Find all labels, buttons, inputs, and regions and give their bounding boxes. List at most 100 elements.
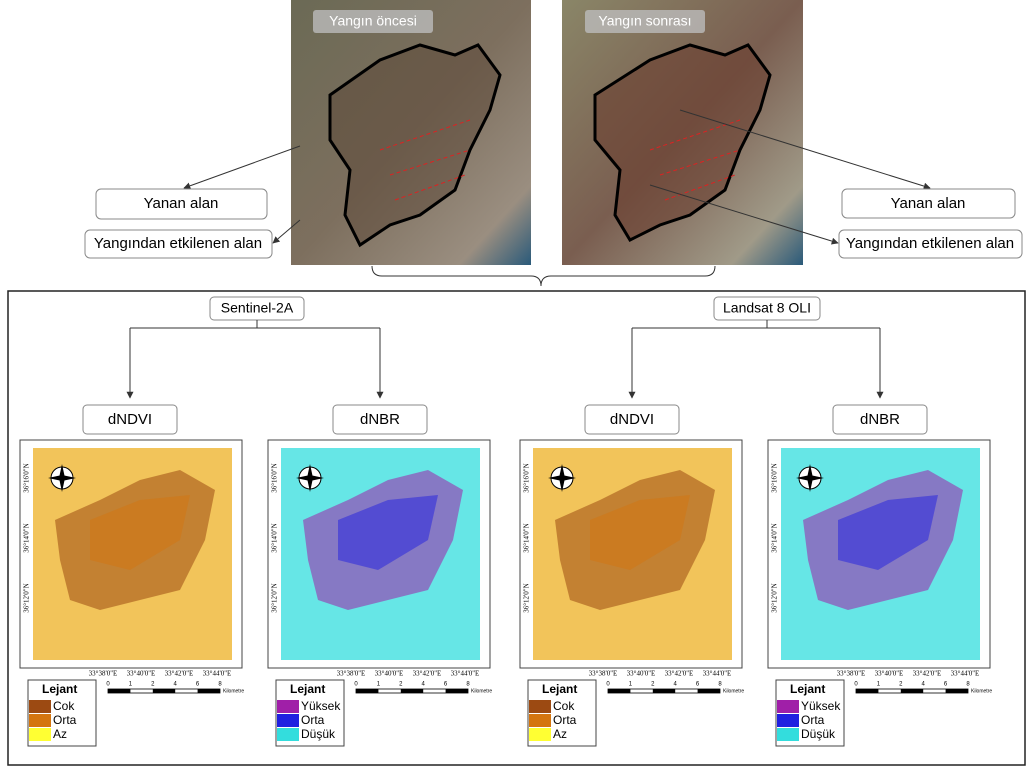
scale-label: 2 [399, 682, 403, 688]
source-label: Sentinel-2A [221, 300, 294, 316]
legend-swatch [29, 700, 51, 713]
scale-seg [108, 689, 130, 693]
scale-seg [153, 689, 175, 693]
scale-label: 6 [196, 682, 200, 688]
method-label: dNBR [860, 411, 900, 428]
legend-swatch [529, 728, 551, 741]
scale-seg [946, 689, 968, 693]
scale-label: 6 [944, 682, 948, 688]
method-label: dNDVI [108, 411, 152, 428]
scale-seg [401, 689, 423, 693]
lat-label: 36°12'0"N [771, 583, 779, 612]
scale-label: 0 [354, 682, 358, 688]
scale-unit: Kilometre [723, 688, 744, 694]
scale-label: 8 [466, 682, 470, 688]
lon-label: 33°38'0"E [589, 670, 618, 678]
method-label: dNBR [360, 411, 400, 428]
scale-unit: Kilometre [471, 688, 492, 694]
legend-label: Cok [553, 699, 575, 713]
scale-label: 8 [966, 682, 970, 688]
method-label: dNDVI [610, 411, 654, 428]
legend-label: Cok [53, 699, 75, 713]
lon-label: 33°40'0"E [127, 670, 156, 678]
legend-label: Az [553, 727, 567, 741]
scale-seg [698, 689, 720, 693]
lon-label: 33°44'0"E [703, 670, 732, 678]
connector [130, 320, 380, 328]
legend-title: Lejant [542, 682, 577, 696]
scale-seg [356, 689, 378, 693]
lat-label: 36°12'0"N [523, 583, 531, 612]
legend-swatch [777, 728, 799, 741]
lower-panel: Sentinel-2A dNDVI 36°16'0"N 36°14'0"N 36°12'… [20, 297, 992, 746]
lon-label: 33°42'0"E [913, 670, 942, 678]
brace [372, 266, 715, 286]
lon-label: 33°42'0"E [165, 670, 194, 678]
legend-swatch [277, 728, 299, 741]
scale-label: 1 [877, 682, 881, 688]
scale-label: 0 [854, 682, 858, 688]
legend-label: Orta [801, 713, 825, 727]
legend-swatch [277, 700, 299, 713]
scale-label: 1 [377, 682, 381, 688]
lat-label: 36°14'0"N [271, 523, 279, 552]
scale-label: 8 [218, 682, 222, 688]
lon-label: 33°40'0"E [375, 670, 404, 678]
image-label: Yangın sonrası [598, 13, 691, 29]
lon-label: 33°38'0"E [89, 670, 118, 678]
legend-swatch [529, 700, 551, 713]
figure: Yangın öncesi Yangın sonrası Yanan alan … [0, 0, 1033, 770]
legend-swatch [277, 714, 299, 727]
callout-label: Yanan alan [144, 195, 219, 212]
scale-label: 0 [106, 682, 110, 688]
scale-unit: Kilometre [971, 688, 992, 694]
scale-label: 4 [422, 682, 426, 688]
legend-title: Lejant [42, 682, 77, 696]
callout-label: Yangından etkilenen alan [94, 235, 262, 252]
legend-swatch [529, 714, 551, 727]
scale-label: 2 [151, 682, 155, 688]
scale-seg [198, 689, 220, 693]
source-label: Landsat 8 OLI [723, 300, 811, 316]
lon-label: 33°44'0"E [451, 670, 480, 678]
lon-label: 33°44'0"E [951, 670, 980, 678]
callout-label: Yanan alan [891, 195, 966, 212]
lat-label: 36°16'0"N [771, 463, 779, 492]
lon-label: 33°44'0"E [203, 670, 232, 678]
after-image: Yangın sonrası [562, 0, 803, 265]
scale-seg [901, 689, 923, 693]
legend-swatch [777, 714, 799, 727]
lat-label: 36°14'0"N [771, 523, 779, 552]
lon-label: 33°38'0"E [337, 670, 366, 678]
scale-label: 2 [651, 682, 655, 688]
before-image: Yangın öncesi [291, 0, 531, 265]
scale-label: 6 [444, 682, 448, 688]
lon-label: 33°40'0"E [627, 670, 656, 678]
lat-label: 36°16'0"N [23, 463, 31, 492]
scale-seg [446, 689, 468, 693]
legend-swatch [29, 714, 51, 727]
scale-label: 4 [674, 682, 678, 688]
lon-label: 33°38'0"E [837, 670, 866, 678]
lat-label: 36°12'0"N [23, 583, 31, 612]
image-label: Yangın öncesi [329, 13, 417, 29]
lat-label: 36°14'0"N [23, 523, 31, 552]
legend-label: Yüksek [801, 699, 841, 713]
scale-seg [856, 689, 878, 693]
scale-seg [653, 689, 675, 693]
callout-label: Yangından etkilenen alan [846, 235, 1014, 252]
lon-label: 33°40'0"E [875, 670, 904, 678]
legend-title: Lejant [290, 682, 325, 696]
legend-label: Düşük [301, 727, 336, 741]
lon-label: 33°42'0"E [665, 670, 694, 678]
scale-seg [608, 689, 630, 693]
lat-label: 36°14'0"N [523, 523, 531, 552]
scale-unit: Kilometre [223, 688, 244, 694]
lon-label: 33°42'0"E [413, 670, 442, 678]
scale-label: 4 [174, 682, 178, 688]
connector [632, 320, 880, 328]
scale-label: 8 [718, 682, 722, 688]
scale-label: 0 [606, 682, 610, 688]
scale-label: 4 [922, 682, 926, 688]
legend-label: Orta [553, 713, 577, 727]
